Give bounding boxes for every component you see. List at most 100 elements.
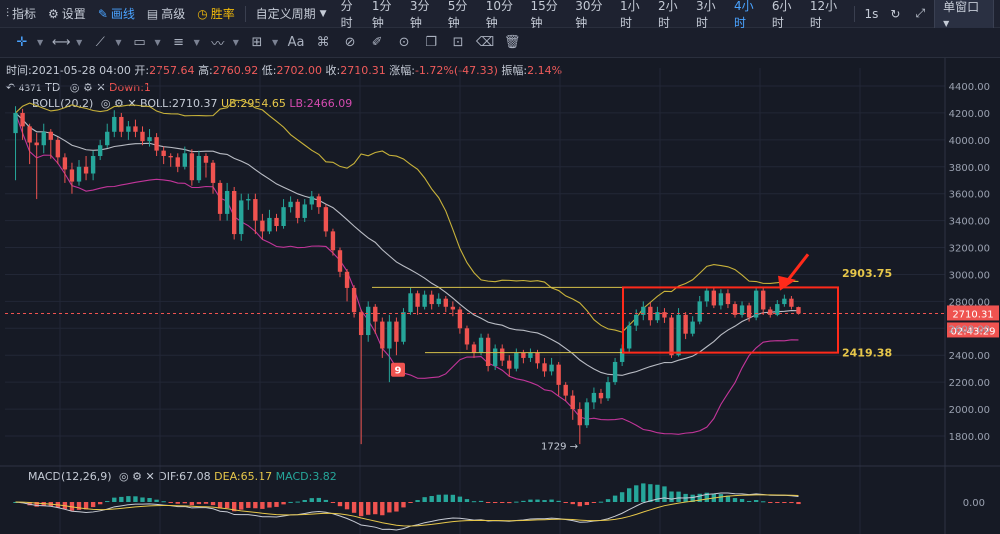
measure-icon[interactable]: ⊞ [251,35,263,50]
interval-button[interactable]: 1s [859,0,885,28]
lock-icon[interactable]: ⊙ [398,35,410,50]
low-value: 2702.00 [276,64,323,77]
candle-body-8 [69,169,75,182]
close-icon[interactable]: ✕ [96,81,106,94]
period-5[interactable]: 15分钟 [530,0,558,30]
macd-bar-97 [697,493,702,502]
delete-icon[interactable]: 🗑 [503,35,521,50]
macd-bar-102 [732,498,738,502]
price-chart[interactable]: 2903.75 2419.38 9 1729 → 2710.31 02:43:29 180… [0,58,1000,534]
period-8[interactable]: 2小时 [657,0,678,30]
close-icon[interactable]: ✕ [145,470,155,483]
td-nine-label: 9 [395,366,402,377]
gear-icon[interactable]: ⚙ [82,81,93,94]
ohlc-info: 时间:2021-05-28 04:00 开:2757.64 高:2760.92 … [6,62,562,78]
macd-bar-48 [351,502,357,513]
macd-bar-70 [507,502,512,504]
candle-body-80 [577,409,582,426]
gear-icon[interactable]: ⚙ [113,97,124,110]
macd-bar-91 [655,484,660,502]
macd-bar-101 [725,495,731,502]
candle-body-1 [20,112,25,127]
open-label: 开: [134,64,150,77]
indicator-button[interactable]: ⫶ 指标 [0,0,42,28]
caret-down-icon[interactable]: ▼ [76,38,83,47]
eye-icon[interactable]: ◎ [100,97,111,110]
period-12[interactable]: 12小时 [809,0,838,30]
td-legend: ↶ 4371 TD ◎ ⚙ ✕ Down:1 [6,81,151,94]
macd-bar-79 [570,502,575,505]
candle-body-62 [450,306,456,310]
macd-bar-109 [782,502,787,503]
boll-lower-line [15,112,799,435]
candle-body-83 [598,392,604,399]
period-10[interactable]: 4小时 [733,0,754,30]
crosshair-icon[interactable]: ✛ [16,35,28,50]
td-left-value: 4371 [18,84,42,94]
period-6[interactable]: 30分钟 [575,0,603,30]
price-tag-label: 2710.31 [952,309,993,320]
fullscreen-button[interactable]: ⤢ [909,0,934,28]
ruler-icon[interactable]: ✐ [371,35,383,50]
chart-icon: ⫶ [6,6,10,20]
macd-bar-43 [316,497,322,502]
period-2[interactable]: 3分钟 [409,0,430,30]
macd-bar-89 [641,483,646,502]
caret-down-icon[interactable]: ▼ [154,38,161,47]
macd-bar-21 [161,501,166,503]
trend-line-icon[interactable]: ⟋ [95,35,105,50]
macd-name: MACD(12,26,9) [28,470,112,483]
clear-icon[interactable]: ⌫ [475,35,495,50]
caret-down-icon[interactable]: ▼ [193,38,200,47]
candle-body-57 [415,293,420,307]
period-4[interactable]: 10分钟 [485,0,514,30]
eye-icon[interactable]: ◎ [69,81,80,94]
caret-down-icon[interactable]: ▼ [37,38,44,47]
wave-icon[interactable]: 〰 [211,37,225,52]
candle-body-66 [478,337,484,353]
refresh-button[interactable]: ↻ [884,0,909,28]
td-down-value: Down:1 [109,81,151,94]
y-tick-label-10: 3800.00 [949,163,990,174]
candle-body-29 [217,182,223,214]
macd-bar-55 [401,502,406,508]
candle-body-77 [556,364,561,385]
close-icon[interactable]: ✕ [127,97,137,110]
horizontal-line-icon[interactable]: ⟷ [51,35,71,50]
period-7[interactable]: 1小时 [619,0,640,30]
link-icon[interactable]: ⊘ [344,35,356,50]
window-mode-dropdown[interactable]: 单窗口 ▼ [934,0,994,32]
candle-body-7 [62,157,68,170]
boll-lb-value: 2466.09 [306,97,353,110]
macd-bar-63 [457,496,463,502]
close-value: 2710.31 [340,64,386,77]
period-3[interactable]: 5分钟 [447,0,468,30]
interval-label: 1s [864,6,879,21]
caret-down-icon[interactable]: ▼ [115,38,122,47]
macd-bar-36 [267,502,272,508]
caret-down-icon[interactable]: ▼ [271,38,279,47]
settings-button[interactable]: ⚙ 设置 [42,0,92,28]
draw-button[interactable]: ✎ 画线 [92,0,141,28]
gear-icon[interactable]: ⚙ [132,470,143,483]
fib-lines-icon[interactable]: ≡ [173,35,185,50]
period-0[interactable]: 分时 [340,0,353,30]
copy-icon[interactable]: ❐ [425,35,437,50]
caret-down-icon[interactable]: ▼ [232,38,239,47]
text-tool-icon[interactable]: Aa [287,35,305,50]
advanced-button[interactable]: ▤ 高级 [141,0,191,28]
candle-body-106 [761,290,766,310]
rectangle-icon[interactable]: ▭ [133,35,146,50]
eye-icon[interactable]: ◎ [119,470,129,483]
eye-icon[interactable]: ⊡ [452,35,464,50]
macd-bar-17 [133,496,138,502]
macd-bar-26 [196,502,202,505]
period-1[interactable]: 1分钟 [371,0,392,30]
magnet-icon[interactable]: ⌘ [316,35,330,50]
candle-body-49 [358,312,364,336]
winrate-button[interactable]: ◷ 胜率 [191,0,241,28]
custom-period-dropdown[interactable]: 自定义周期 ▼ [250,0,336,28]
candle-body-13 [105,131,110,146]
period-9[interactable]: 3小时 [695,0,716,30]
period-11[interactable]: 6小时 [771,0,792,30]
